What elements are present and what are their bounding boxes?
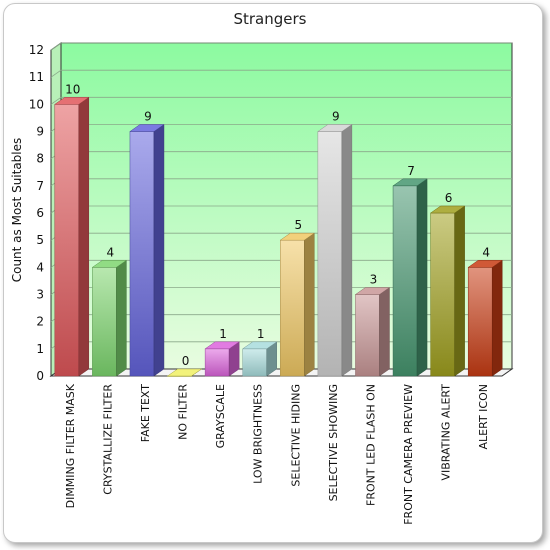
bar-top bbox=[467, 260, 504, 268]
x-tick-label: NO FILTER bbox=[177, 384, 190, 440]
bar-front bbox=[280, 239, 305, 377]
y-tick-label: 0 bbox=[36, 369, 44, 383]
bar-value-label: 3 bbox=[370, 273, 378, 287]
y-tick-label: 7 bbox=[36, 179, 44, 193]
x-tick-label: ALERT ICON bbox=[477, 384, 490, 449]
bar-side bbox=[379, 287, 390, 377]
y-tick-label: 10 bbox=[29, 97, 44, 111]
bar-front bbox=[355, 294, 380, 377]
x-tick-label: SELECTIVE SHOWING bbox=[327, 384, 340, 501]
bar-top bbox=[204, 341, 240, 350]
bar-top bbox=[429, 205, 466, 214]
bar-top bbox=[166, 368, 203, 377]
x-tick-label: DIMMING FILTER MASK bbox=[64, 383, 77, 508]
bar-10: 7 bbox=[392, 164, 428, 377]
bar-top bbox=[317, 124, 353, 132]
bar-side bbox=[454, 205, 465, 377]
y-tick-label: 8 bbox=[36, 152, 44, 166]
y-tick-label: 6 bbox=[36, 206, 44, 220]
bar-front bbox=[317, 131, 343, 377]
bar-top bbox=[91, 260, 128, 268]
bar-side bbox=[304, 232, 315, 377]
bar-value-label: 1 bbox=[257, 327, 265, 341]
bar-7: 5 bbox=[279, 218, 316, 377]
x-tick-label: SELECTIVE HIDING bbox=[289, 384, 302, 487]
bar-front bbox=[392, 185, 418, 377]
bar-top bbox=[354, 287, 391, 295]
bar-side bbox=[491, 259, 503, 377]
bar-side bbox=[416, 178, 428, 377]
chart-title: Strangers bbox=[233, 10, 306, 28]
bar-front bbox=[92, 267, 117, 377]
x-tick-label: LOW BRIGHTNESS bbox=[252, 384, 265, 484]
bar-4: 0 bbox=[166, 354, 203, 377]
bar-6: 1 bbox=[241, 327, 278, 377]
y-axis-label: Count as Most Suitables bbox=[10, 138, 24, 283]
bar-value-label: 5 bbox=[294, 218, 302, 232]
bar-value-label: 9 bbox=[332, 110, 340, 124]
bar-value-label: 1 bbox=[219, 327, 227, 341]
x-tick-label: FRONT LED FLASH ON bbox=[364, 384, 377, 506]
bar-top bbox=[392, 178, 428, 187]
bar-side bbox=[78, 96, 90, 377]
gridline-side bbox=[50, 69, 62, 78]
bar-front bbox=[129, 131, 155, 377]
bar-side bbox=[153, 124, 165, 377]
bar-9: 3 bbox=[354, 273, 391, 377]
bar-front bbox=[467, 267, 493, 377]
y-tick-label: 2 bbox=[36, 315, 44, 329]
y-tick-label: 5 bbox=[36, 233, 44, 247]
bar-side bbox=[116, 259, 127, 377]
gridline-side bbox=[50, 97, 62, 105]
bar-front bbox=[54, 104, 80, 377]
bar-value-label: 10 bbox=[65, 82, 80, 96]
y-tick-label: 3 bbox=[36, 288, 44, 302]
y-tick-label: 4 bbox=[36, 260, 44, 274]
bar-value-label: 4 bbox=[107, 245, 115, 259]
bar-front bbox=[430, 212, 455, 377]
y-tick-label: 12 bbox=[29, 43, 44, 57]
bar-top bbox=[129, 124, 165, 132]
bar-front bbox=[204, 348, 230, 377]
y-tick-label: 9 bbox=[36, 125, 44, 139]
bar-3: 9 bbox=[129, 110, 165, 377]
bar-top bbox=[279, 232, 316, 241]
bar-top bbox=[241, 341, 278, 350]
x-tick-label: FRONT CAMERA PREVIEW bbox=[402, 384, 415, 525]
bar-11: 6 bbox=[429, 191, 466, 377]
bar-5: 1 bbox=[204, 327, 240, 377]
x-tick-label: GRAYSCALE bbox=[214, 384, 227, 448]
x-tick-label: CRYSTALLIZE FILTER bbox=[101, 384, 114, 495]
y-tick-label: 1 bbox=[36, 342, 44, 356]
bar-value-label: 9 bbox=[144, 110, 152, 124]
x-axis-labels: DIMMING FILTER MASK CRYSTALLIZE FILTER FAK… bbox=[64, 383, 490, 525]
bar-1: 10 bbox=[53, 82, 90, 377]
x-tick-label: FAKE TEXT bbox=[139, 384, 152, 443]
bar-front bbox=[242, 348, 267, 377]
bar-value-label: 6 bbox=[445, 191, 453, 205]
x-tick-label: VIBRATING ALERT bbox=[440, 384, 453, 481]
bar-value-label: 7 bbox=[407, 164, 415, 178]
bar-side bbox=[341, 124, 353, 377]
bar-value-label: 4 bbox=[482, 245, 490, 259]
bar-top bbox=[53, 97, 90, 105]
y-tick-label: 11 bbox=[29, 70, 44, 84]
bar-value-label: 0 bbox=[182, 354, 190, 368]
bar-8: 9 bbox=[317, 110, 353, 377]
bar-12: 4 bbox=[467, 245, 504, 377]
gridline-side bbox=[50, 42, 62, 51]
bar-2: 4 bbox=[91, 245, 128, 377]
